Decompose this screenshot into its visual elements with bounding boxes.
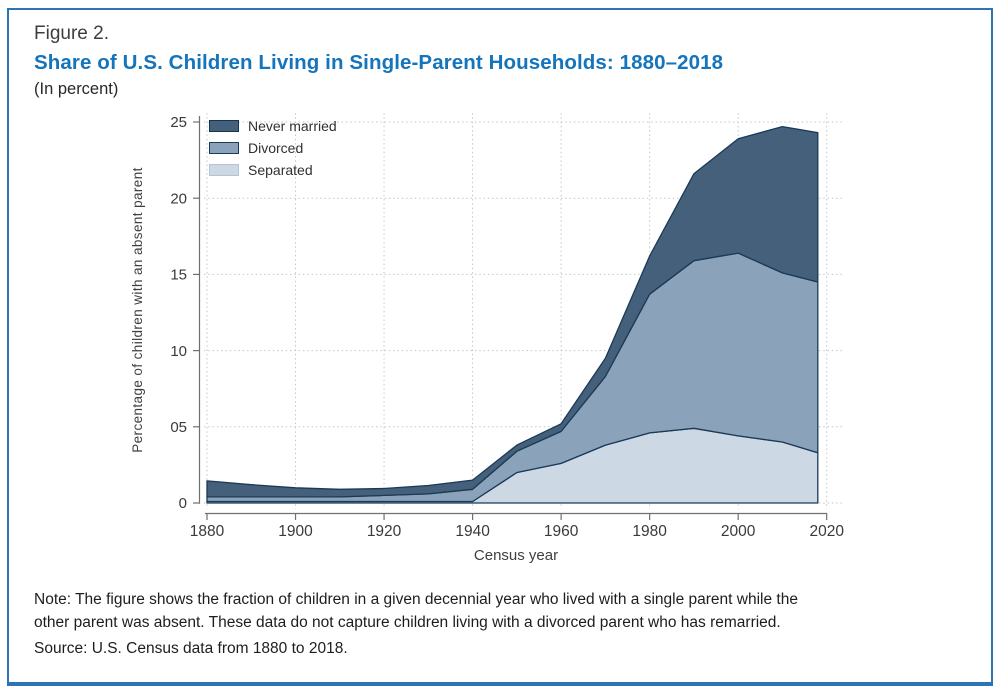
x-axis-title: Census year bbox=[474, 547, 558, 564]
x-tick-label-1960: 1960 bbox=[544, 523, 579, 540]
y-tick-label-10: 10 bbox=[170, 343, 187, 360]
x-tick-label-2000: 2000 bbox=[721, 523, 756, 540]
y-axis-title: Percentage of children with an absent pa… bbox=[130, 167, 145, 453]
x-tick-label-1880: 1880 bbox=[190, 523, 225, 540]
legend-label-separated: Separated bbox=[248, 162, 313, 178]
area-never-married bbox=[206, 125, 819, 498]
legend-item-never-married: Never married bbox=[209, 115, 337, 137]
chart-legend: Never married Divorced Separated bbox=[209, 115, 337, 181]
x-tick-label-2020: 2020 bbox=[809, 523, 844, 540]
figure-header: Figure 2. Share of U.S. Children Living … bbox=[34, 23, 723, 99]
figure-subtitle: (In percent) bbox=[34, 80, 119, 98]
note-line-1: Note: The figure shows the fraction of c… bbox=[34, 591, 798, 608]
legend-item-divorced: Divorced bbox=[209, 137, 337, 159]
figure-title: Share of U.S. Children Living in Single-… bbox=[34, 51, 724, 74]
note-line-2: other parent was absent. These data do n… bbox=[34, 614, 781, 631]
y-tick-label-25: 25 bbox=[170, 114, 187, 131]
source-line: Source: U.S. Census data from 1880 to 20… bbox=[34, 640, 348, 657]
legend-swatch-never-married bbox=[209, 120, 239, 132]
stacked-area-chart: 0 05 10 15 20 25 1880 1900 1920 1940 1960 1980 2000 2… bbox=[170, 113, 844, 564]
x-tick-label-1900: 1900 bbox=[278, 523, 313, 540]
legend-swatch-divorced bbox=[209, 142, 239, 154]
y-tick-label-05: 05 bbox=[170, 419, 187, 436]
legend-swatch-separated bbox=[209, 164, 239, 176]
legend-item-separated: Separated bbox=[209, 159, 337, 181]
y-tick-label-15: 15 bbox=[170, 267, 187, 284]
y-tick-label-20: 20 bbox=[170, 190, 187, 207]
x-tick-label-1940: 1940 bbox=[455, 523, 490, 540]
x-tick-label-1920: 1920 bbox=[367, 523, 402, 540]
legend-label-divorced: Divorced bbox=[248, 140, 304, 156]
x-tick-label-1980: 1980 bbox=[632, 523, 667, 540]
legend-label-never-married: Never married bbox=[248, 118, 337, 134]
figure-number: Figure 2. bbox=[34, 23, 109, 44]
figure-notes: Note: The figure shows the fraction of c… bbox=[34, 588, 964, 660]
y-tick-label-0: 0 bbox=[179, 495, 187, 512]
